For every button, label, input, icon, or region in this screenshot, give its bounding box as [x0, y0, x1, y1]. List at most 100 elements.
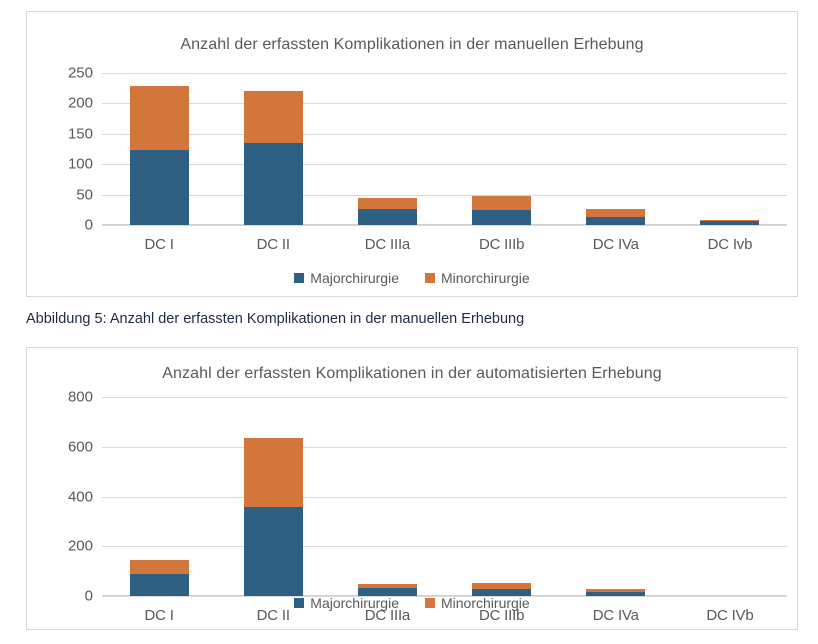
bar-slot: DC IIIa	[330, 73, 444, 253]
gridline	[102, 103, 787, 105]
bar-segment-minorchirurgie[interactable]	[243, 438, 303, 507]
gridline	[102, 546, 787, 548]
bar-segment-minorchirurgie[interactable]	[357, 583, 417, 589]
bar-slot: DC I	[102, 73, 216, 253]
stacked-bar[interactable]	[243, 91, 303, 225]
legend-automated: Majorchirurgie Minorchirurgie	[27, 595, 797, 611]
stacked-bar[interactable]	[586, 209, 646, 225]
bar-slot: DC IIIa	[330, 397, 444, 624]
bar-segment-minorchirurgie[interactable]	[700, 219, 760, 221]
stacked-bar[interactable]	[472, 583, 532, 596]
gridline	[102, 496, 787, 498]
legend-item-major[interactable]: Majorchirurgie	[294, 595, 399, 611]
bar-segment-majorchirurgie[interactable]	[243, 142, 303, 225]
x-axis-tick-label: DC IIIa	[364, 236, 411, 253]
chart-card-manual: Anzahl der erfassten Komplikationen in d…	[26, 11, 798, 297]
bar-segment-minorchirurgie[interactable]	[357, 198, 417, 209]
gridline	[102, 596, 787, 597]
bar-segment-majorchirurgie[interactable]	[472, 210, 532, 225]
gridline	[102, 397, 787, 398]
bar-slot: DC I	[102, 397, 216, 624]
x-axis-tick-label: DC IVb	[706, 607, 754, 624]
x-axis-line	[102, 224, 787, 225]
y-axis-tick-label: 200	[67, 94, 93, 112]
bar-segment-minorchirurgie[interactable]	[586, 209, 646, 218]
plot-area-manual: 0 50 100 150 200 250 DC I DC II DC IIIa DC IIIb D…	[68, 65, 787, 253]
gridline	[102, 73, 787, 74]
bar-slot: DC II	[216, 73, 330, 253]
legend-label-major: Majorchirurgie	[310, 270, 399, 286]
stacked-bar[interactable]	[129, 559, 189, 596]
gridline	[102, 194, 787, 196]
stacked-bar[interactable]	[357, 198, 417, 225]
legend-swatch-minor-icon	[425, 598, 435, 608]
chart-card-automated: Anzahl der erfassten Komplikationen in d…	[26, 347, 798, 630]
y-axis-tick-label: 600	[67, 438, 93, 456]
legend-swatch-major-icon	[294, 598, 305, 608]
y-axis-tick-label: 0	[84, 216, 93, 234]
plot-area-automated: 0 200 400 600 800 DC I DC II DC IIIa DC IIIb DC …	[68, 389, 787, 624]
bar-slot: DC IVb	[673, 397, 787, 624]
bar-segment-majorchirurgie[interactable]	[472, 588, 532, 596]
y-axis-tick-label: 50	[76, 186, 93, 204]
x-axis-tick-label: DC IVa	[592, 236, 639, 253]
bar-segment-majorchirurgie[interactable]	[357, 208, 417, 225]
bar-segment-majorchirurgie[interactable]	[586, 591, 646, 596]
gridline	[102, 133, 787, 135]
bar-segment-majorchirurgie[interactable]	[357, 588, 417, 596]
stacked-bar[interactable]	[357, 583, 417, 596]
x-axis-tick-label: DC IVa	[592, 607, 639, 624]
y-axis-tick-label: 250	[67, 64, 93, 82]
bar-segment-minorchirurgie[interactable]	[586, 588, 646, 592]
chart-title-manual: Anzahl der erfassten Komplikationen in d…	[180, 36, 644, 53]
stacked-bar[interactable]	[700, 219, 760, 225]
bar-segment-majorchirurgie[interactable]	[586, 217, 646, 225]
legend-label-minor: Minorchirurgie	[441, 270, 530, 286]
bar-segment-majorchirurgie[interactable]	[129, 574, 189, 596]
y-axis-tick-label: 0	[84, 587, 93, 605]
bar-segment-minorchirurgie[interactable]	[472, 196, 532, 211]
legend-label-minor: Minorchirurgie	[441, 595, 530, 611]
y-axis-tick-label: 150	[67, 125, 93, 143]
legend-item-major[interactable]: Majorchirurgie	[294, 270, 399, 286]
legend-label-major: Majorchirurgie	[310, 595, 399, 611]
x-axis-tick-label: DC IIIa	[364, 607, 411, 624]
x-axis-tick-label: DC II	[256, 607, 290, 624]
gridline	[102, 225, 787, 226]
x-axis-tick-label: DC II	[256, 236, 290, 253]
legend-swatch-minor-icon	[425, 273, 435, 283]
bar-slot: DC Ivb	[673, 73, 787, 253]
x-axis-line	[102, 595, 787, 596]
stacked-bar[interactable]	[472, 196, 532, 225]
bar-slot: DC IVa	[559, 397, 673, 624]
x-axis-tick-label: DC I	[144, 607, 174, 624]
bar-slot: DC II	[216, 397, 330, 624]
bar-segment-majorchirurgie[interactable]	[129, 149, 189, 225]
gridline	[102, 446, 787, 448]
bar-segment-minorchirurgie[interactable]	[129, 85, 189, 150]
bar-group-automated: DC I DC II DC IIIa DC IIIb DC IVa DC IVb	[102, 397, 787, 624]
stacked-bar[interactable]	[243, 438, 303, 596]
legend-item-minor[interactable]: Minorchirurgie	[425, 595, 530, 611]
bar-segment-minorchirurgie[interactable]	[472, 583, 532, 589]
stacked-bar[interactable]	[586, 588, 646, 596]
figure-caption: Abbildung 5: Anzahl der erfassten Kompli…	[26, 311, 525, 327]
x-axis-tick-label: DC IIIb	[478, 607, 525, 624]
bar-slot: DC IVa	[559, 73, 673, 253]
legend-swatch-major-icon	[294, 273, 305, 283]
bar-segment-majorchirurgie[interactable]	[700, 220, 760, 225]
bar-segment-minorchirurgie[interactable]	[243, 91, 303, 143]
stacked-bar[interactable]	[129, 85, 189, 225]
y-axis-tick-label: 200	[67, 537, 93, 555]
bar-segment-minorchirurgie[interactable]	[129, 559, 189, 575]
x-axis-tick-label: DC I	[144, 236, 174, 253]
legend-item-minor[interactable]: Minorchirurgie	[425, 270, 530, 286]
bar-segment-majorchirurgie[interactable]	[243, 506, 303, 596]
y-axis-tick-label: 400	[67, 488, 93, 505]
y-axis-tick-label: 800	[67, 388, 93, 406]
legend-manual: Majorchirurgie Minorchirurgie	[27, 270, 797, 286]
x-axis-tick-label: DC Ivb	[707, 236, 753, 253]
gridline	[102, 164, 787, 166]
bar-group-manual: DC I DC II DC IIIa DC IIIb DC IVa DC Ivb	[102, 73, 787, 253]
